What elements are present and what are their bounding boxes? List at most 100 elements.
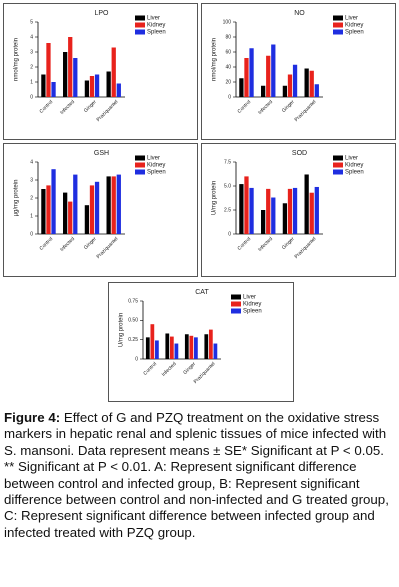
- bar: [106, 176, 111, 234]
- bar: [63, 52, 68, 97]
- bar: [116, 83, 121, 97]
- y-tick-label: 1: [30, 79, 33, 85]
- y-tick-label: 5: [30, 19, 33, 25]
- chart-title: LPO: [94, 10, 109, 17]
- legend-label: Liver: [345, 156, 358, 162]
- bar: [84, 205, 90, 234]
- bar: [51, 82, 56, 97]
- bar: [89, 76, 95, 97]
- bar: [261, 85, 266, 97]
- bar: [208, 329, 213, 359]
- x-tick-label: Ginger: [281, 236, 296, 251]
- x-tick-label: Infected: [257, 99, 274, 116]
- bar: [213, 343, 218, 359]
- x-tick-label: Control: [237, 99, 253, 115]
- y-tick-label: 0.75: [128, 298, 138, 304]
- x-tick-label: Infected: [59, 236, 76, 253]
- legend-swatch: [333, 155, 343, 161]
- caption-label: Figure 4:: [4, 410, 61, 425]
- y-axis-label: µg/mg protein: [14, 180, 20, 217]
- legend-swatch: [135, 29, 145, 35]
- bar: [184, 334, 189, 359]
- bar: [249, 48, 254, 97]
- caption-text: Effect of G and PZQ treatment on the oxi…: [4, 410, 389, 540]
- bar: [282, 203, 288, 234]
- x-tick-label: Praziquantel: [294, 99, 318, 123]
- legend-label: Liver: [147, 156, 160, 162]
- bar: [204, 334, 209, 359]
- x-tick-label: Ginger: [83, 236, 98, 251]
- chart-title: SOD: [292, 150, 307, 157]
- y-tick-label: 100: [223, 19, 232, 25]
- bar: [239, 184, 244, 234]
- x-tick-label: Infected: [161, 361, 178, 378]
- legend-label: Spleen: [345, 170, 364, 176]
- y-tick-label: 60: [225, 49, 231, 55]
- bar: [165, 333, 170, 359]
- x-tick-label: Infected: [257, 236, 274, 253]
- bar: [46, 185, 51, 234]
- y-axis-label: nmol/mg protein: [212, 38, 218, 81]
- x-tick-label: Praziquantel: [96, 236, 120, 260]
- bar: [111, 176, 116, 234]
- legend-label: Spleen: [147, 30, 166, 36]
- chart-panel: NO nmol/mg protein 0 20 40 60 80 100 Control Infe…: [201, 3, 396, 140]
- y-tick-label: 0: [30, 231, 33, 237]
- bar: [41, 189, 46, 234]
- chart-panel: GSH µg/mg protein 0 1 2 3 4 Control Infected Ging…: [3, 143, 198, 277]
- x-tick-label: Control: [39, 99, 55, 115]
- legend-swatch: [135, 15, 145, 21]
- y-tick-label: 0: [228, 231, 231, 237]
- x-tick-label: Ginger: [182, 361, 197, 376]
- y-tick-label: 2.5: [224, 207, 231, 213]
- bar: [111, 47, 116, 97]
- legend-label: Kidney: [345, 23, 363, 29]
- legend-swatch: [135, 169, 145, 175]
- y-tick-label: 0: [30, 94, 33, 100]
- y-tick-label: 20: [225, 79, 231, 85]
- bar: [271, 197, 276, 234]
- legend-label: Liver: [243, 295, 256, 301]
- y-tick-label: 0: [135, 356, 138, 362]
- bar: [89, 185, 95, 234]
- bar: [309, 192, 314, 234]
- legend-label: Kidney: [345, 163, 363, 169]
- y-axis-label: U/mg protein: [212, 181, 218, 215]
- bar: [309, 70, 314, 97]
- bar: [239, 78, 244, 97]
- y-tick-label: 5.0: [224, 183, 231, 189]
- bar: [68, 201, 73, 234]
- legend-label: Liver: [345, 16, 358, 22]
- chart-title: GSH: [94, 150, 109, 157]
- bar: [94, 74, 100, 97]
- legend-label: Spleen: [345, 30, 364, 36]
- x-tick-label: Ginger: [83, 99, 98, 114]
- bar: [116, 174, 121, 234]
- bar: [282, 85, 288, 97]
- legend-swatch: [231, 308, 241, 314]
- bar: [287, 188, 293, 234]
- bar: [194, 337, 198, 359]
- bar: [63, 192, 68, 234]
- bar: [73, 58, 78, 97]
- legend-swatch: [135, 22, 145, 28]
- bar: [266, 188, 271, 234]
- legend-label: Spleen: [243, 309, 262, 315]
- y-tick-label: 4: [30, 159, 33, 165]
- legend-swatch: [231, 301, 241, 307]
- y-tick-label: 2: [30, 64, 33, 70]
- chart-panel: CAT U/mg protein 0 0.25 0.50 0.75 Control Infec…: [108, 282, 294, 402]
- x-tick-label: Control: [39, 236, 55, 252]
- y-tick-label: 0.50: [128, 318, 138, 324]
- bar: [189, 335, 194, 359]
- x-tick-label: Control: [237, 236, 253, 252]
- bar: [271, 44, 276, 97]
- y-axis-label: nmol/mg protein: [14, 38, 20, 81]
- x-tick-label: Infected: [59, 99, 76, 116]
- bar: [73, 174, 78, 234]
- y-axis-label: U/mg protein: [119, 313, 125, 347]
- bar: [244, 58, 249, 97]
- x-tick-label: Praziquantel: [96, 99, 120, 123]
- legend-label: Kidney: [147, 23, 165, 29]
